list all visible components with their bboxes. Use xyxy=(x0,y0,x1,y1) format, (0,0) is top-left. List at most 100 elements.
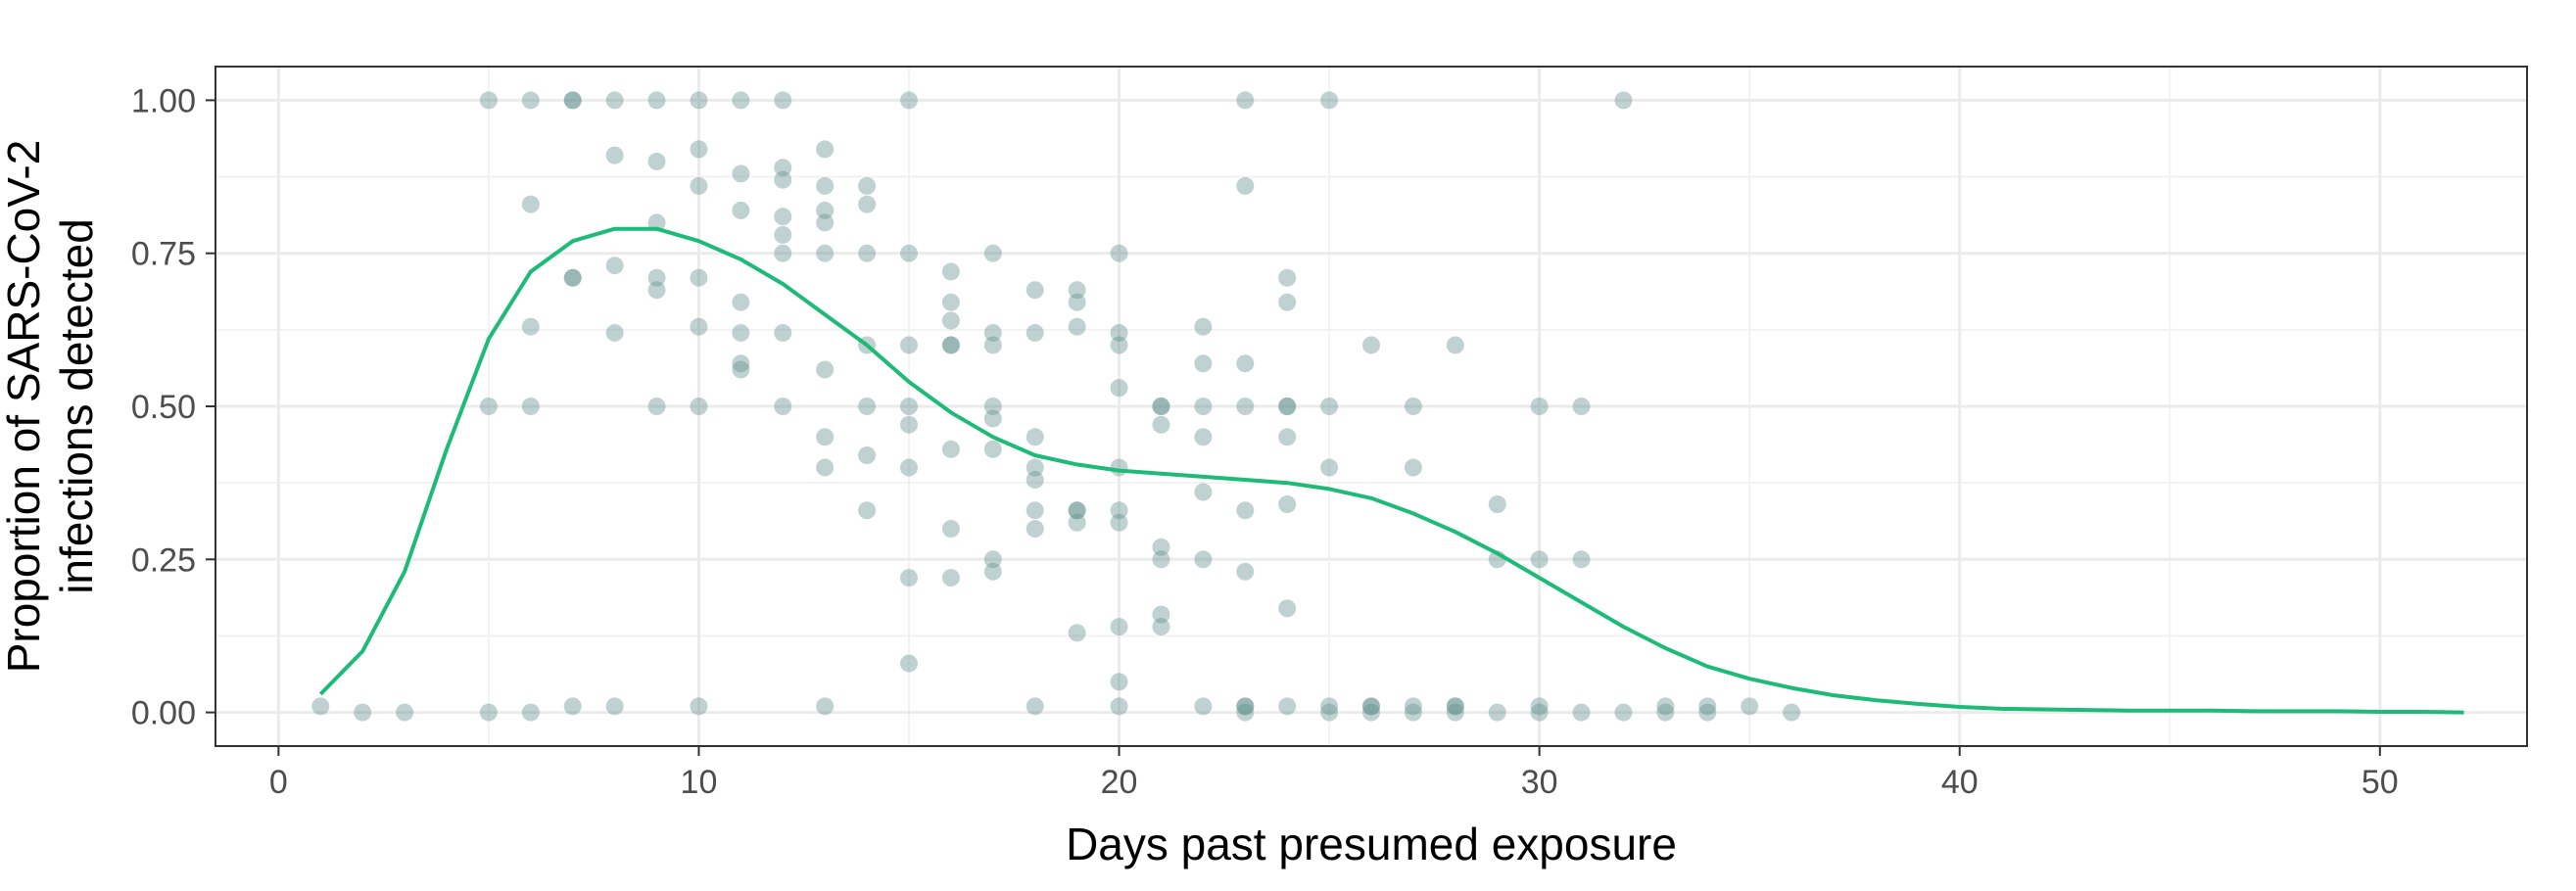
data-point xyxy=(1236,697,1255,716)
data-point xyxy=(1068,281,1086,300)
data-point xyxy=(1068,293,1086,311)
data-point xyxy=(774,244,792,262)
data-point xyxy=(1320,703,1339,722)
data-point xyxy=(900,91,918,110)
data-point xyxy=(732,164,750,183)
data-point xyxy=(1236,398,1255,415)
data-point xyxy=(1278,428,1297,446)
data-point xyxy=(1656,703,1675,722)
data-point xyxy=(521,398,540,415)
data-point xyxy=(1026,471,1044,490)
data-point xyxy=(816,360,835,379)
data-point xyxy=(563,268,582,287)
data-point xyxy=(1110,673,1128,691)
data-point xyxy=(1530,697,1549,716)
x-tick-label: 20 xyxy=(1101,764,1138,801)
y-tick-label: 0.00 xyxy=(131,695,196,732)
y-tick-label: 1.00 xyxy=(131,82,196,119)
data-point xyxy=(941,336,960,354)
data-point xyxy=(816,458,835,477)
data-point xyxy=(396,703,414,722)
data-point xyxy=(1236,176,1255,195)
data-point xyxy=(1194,550,1213,569)
data-point xyxy=(1614,703,1633,722)
data-point xyxy=(1194,697,1213,716)
data-point xyxy=(1026,323,1044,342)
data-point xyxy=(732,91,750,110)
data-point xyxy=(1278,599,1297,618)
data-point xyxy=(816,176,835,195)
data-point xyxy=(479,91,498,110)
data-point xyxy=(983,409,1002,428)
data-point xyxy=(690,268,708,287)
data-point xyxy=(1278,398,1297,415)
data-point xyxy=(816,213,835,232)
data-point xyxy=(1194,317,1213,336)
data-point xyxy=(732,360,750,379)
data-point xyxy=(1320,697,1339,716)
data-point xyxy=(647,91,666,110)
data-point xyxy=(1446,336,1464,354)
major-grid xyxy=(215,67,2527,746)
data-point xyxy=(900,569,918,587)
data-point xyxy=(941,440,960,458)
data-point xyxy=(1404,697,1422,716)
data-point xyxy=(1110,336,1128,354)
data-point xyxy=(1194,428,1213,446)
data-point xyxy=(1278,398,1297,415)
data-point xyxy=(816,201,835,219)
data-point xyxy=(521,703,540,722)
data-points xyxy=(311,91,1801,722)
data-point xyxy=(1362,697,1380,716)
data-point xyxy=(941,336,960,354)
y-tick-label: 0.50 xyxy=(131,389,196,426)
data-point xyxy=(1194,354,1213,373)
data-point xyxy=(1026,697,1044,716)
data-point xyxy=(983,336,1002,354)
data-point xyxy=(1110,458,1128,477)
data-point xyxy=(941,293,960,311)
x-axis: 0 10 20 30 40 50 xyxy=(269,746,2399,801)
data-point xyxy=(774,323,792,342)
fitted-line xyxy=(318,226,2464,715)
data-point xyxy=(1698,697,1717,716)
x-tick-label: 10 xyxy=(681,764,718,801)
data-point xyxy=(900,336,918,354)
x-tick-label: 30 xyxy=(1521,764,1558,801)
data-point xyxy=(732,293,750,311)
data-point xyxy=(732,354,750,373)
data-point xyxy=(900,415,918,434)
data-point xyxy=(1236,354,1255,373)
data-point xyxy=(1068,624,1086,642)
data-point xyxy=(1446,697,1464,716)
data-point xyxy=(1236,562,1255,581)
data-point xyxy=(690,317,708,336)
data-point xyxy=(774,208,792,226)
data-point xyxy=(983,398,1002,415)
data-point xyxy=(605,91,624,110)
data-point xyxy=(816,244,835,262)
data-point xyxy=(605,257,624,275)
y-tick-label: 0.25 xyxy=(131,541,196,579)
data-point xyxy=(941,262,960,281)
data-point xyxy=(1110,697,1128,716)
data-point xyxy=(858,176,877,195)
data-point xyxy=(941,520,960,539)
data-point xyxy=(1278,495,1297,514)
data-point xyxy=(1026,458,1044,477)
data-point xyxy=(479,703,498,722)
data-point xyxy=(1488,495,1506,514)
data-point xyxy=(1320,398,1339,415)
data-point xyxy=(1404,398,1422,415)
data-point xyxy=(1110,513,1128,532)
y-tick-label: 0.75 xyxy=(131,236,196,273)
data-point xyxy=(690,176,708,195)
data-point xyxy=(1278,697,1297,716)
data-point xyxy=(983,244,1002,262)
data-point xyxy=(1110,244,1128,262)
data-point xyxy=(1320,458,1339,477)
data-point xyxy=(647,281,666,300)
data-point xyxy=(521,91,540,110)
